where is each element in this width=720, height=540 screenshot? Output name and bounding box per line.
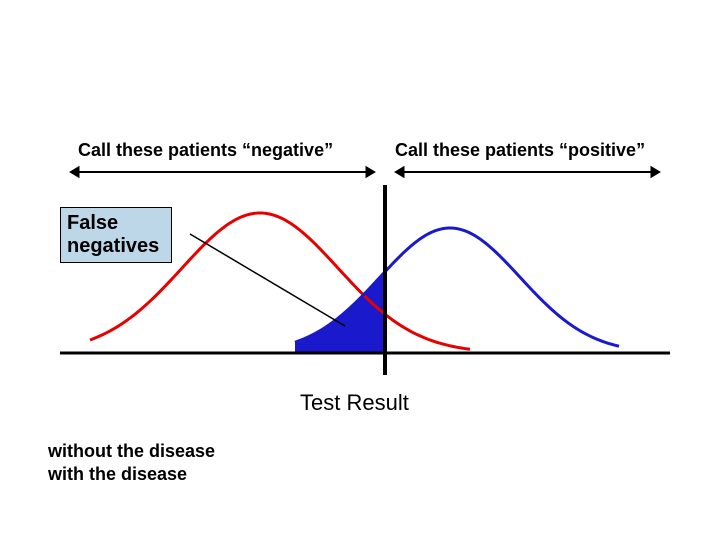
legend-with-disease: with the disease	[48, 463, 215, 486]
x-axis-label: Test Result	[300, 390, 409, 416]
legend: without the disease with the disease	[48, 440, 215, 485]
legend-without-disease: without the disease	[48, 440, 215, 463]
diagram-stage: Call these patients “negative” Call thes…	[0, 0, 720, 540]
